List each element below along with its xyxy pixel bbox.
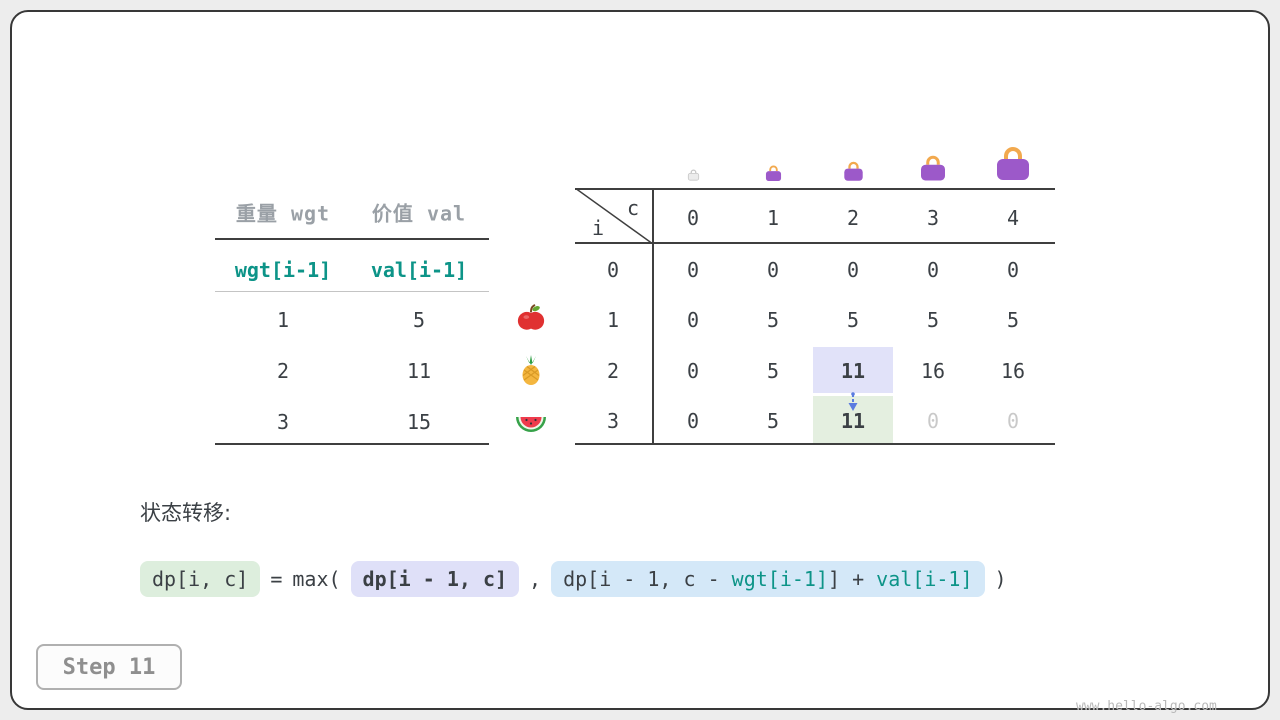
- item-table-mid-rule: [215, 291, 489, 292]
- item-table-header-weight: 重量 wgt: [235, 201, 331, 226]
- formula-arg2-val: val[i-1]: [876, 567, 973, 591]
- dp-corner-row-var: i: [591, 216, 605, 240]
- dp-table-bottom-rule: [575, 443, 1055, 445]
- dp-col-header-2: 2: [846, 206, 860, 230]
- state-transition-formula: dp[i, c] = max( dp[i - 1, c] , dp[i - 1,…: [140, 561, 1007, 597]
- formula-equals: =: [270, 567, 283, 591]
- bag-icon-capacity-4: [997, 147, 1029, 180]
- dp-col-header-3: 3: [926, 206, 940, 230]
- item-wgt-3: 3: [276, 410, 290, 434]
- dp-cell-1-1: 5: [766, 308, 780, 332]
- dp-cell-2-0: 0: [686, 359, 700, 383]
- bag-icon-capacity-2: [844, 161, 863, 181]
- formula-max-open: max(: [292, 567, 341, 591]
- step-badge: Step 11: [36, 644, 182, 690]
- dp-table-top-rule: [575, 188, 1055, 190]
- dp-cell-0-3: 0: [926, 258, 940, 282]
- item-val-3: 15: [406, 410, 432, 434]
- dp-cell-3-1: 5: [766, 409, 780, 433]
- watermark: www.hello-algo.com: [1076, 699, 1217, 714]
- dp-cell-3-4: 0: [1006, 409, 1020, 433]
- dp-cell-1-0: 0: [686, 308, 700, 332]
- formula-close-paren: ): [994, 567, 1007, 591]
- formula-arg1: dp[i - 1, c]: [350, 561, 520, 597]
- formula-lhs: dp[i, c]: [140, 561, 261, 597]
- dp-cell-3-2: 11: [840, 409, 866, 433]
- dp-corner-col-var: c: [626, 196, 640, 220]
- formula-comma: ,: [529, 567, 542, 591]
- dp-cell-1-4: 5: [1006, 308, 1020, 332]
- dp-cell-2-2: 11: [840, 359, 866, 383]
- item-val-2: 11: [406, 359, 432, 383]
- item-val-1: 5: [412, 308, 426, 332]
- dp-table-header-rule: [575, 242, 1055, 244]
- dp-row-label-1: 1: [606, 308, 620, 332]
- formula-arg2-part1: dp[i - 1, c -: [563, 567, 732, 591]
- item-wgt-1: 1: [276, 308, 290, 332]
- dp-col-header-4: 4: [1006, 206, 1020, 230]
- dp-cell-3-3: 0: [926, 409, 940, 433]
- item-wgt-2: 2: [276, 359, 290, 383]
- dp-row-label-2: 2: [606, 359, 620, 383]
- dp-cell-0-4: 0: [1006, 258, 1020, 282]
- transition-arrow-icon: [848, 392, 858, 411]
- dp-cell-1-2: 5: [846, 308, 860, 332]
- dp-cell-0-2: 0: [846, 258, 860, 282]
- item-table-top-rule: [215, 238, 489, 240]
- formula-arg2-part2: ] +: [828, 567, 877, 591]
- dp-col-header-1: 1: [766, 206, 780, 230]
- dp-cell-3-0: 0: [686, 409, 700, 433]
- dp-cell-2-3: 16: [920, 359, 946, 383]
- item-table-header-value: 价值 val: [371, 201, 467, 226]
- dp-row-label-3: 3: [606, 409, 620, 433]
- dp-cell-2-1: 5: [766, 359, 780, 383]
- pineapple-icon: [522, 355, 540, 385]
- dp-cell-2-4: 16: [1000, 359, 1026, 383]
- state-transition-heading: 状态转移:: [140, 501, 232, 525]
- formula-arg2-wgt: wgt[i-1]: [731, 567, 828, 591]
- item-table-subheader-val: val[i-1]: [370, 258, 468, 282]
- bag-icon-capacity-1: [765, 165, 782, 182]
- dp-cell-0-1: 0: [766, 258, 780, 282]
- dp-table-vertical-rule: [652, 188, 654, 445]
- dp-cell-0-0: 0: [686, 258, 700, 282]
- panel: [10, 10, 1270, 710]
- dp-row-label-0: 0: [606, 258, 620, 282]
- bag-icon-capacity-3: [921, 155, 945, 181]
- watermelon-icon: [516, 417, 546, 432]
- item-table-subheader-wgt: wgt[i-1]: [234, 258, 332, 282]
- formula-arg2: dp[i - 1, c - wgt[i-1]] + val[i-1]: [551, 561, 985, 597]
- apple-icon: [517, 304, 545, 330]
- bag-icon-capacity-0: [687, 169, 700, 181]
- dp-cell-1-3: 5: [926, 308, 940, 332]
- item-table-bottom-rule: [215, 443, 489, 445]
- dp-corner-diagonal: [575, 188, 653, 244]
- dp-cell-highlight-source: [813, 347, 893, 393]
- dp-col-header-0: 0: [686, 206, 700, 230]
